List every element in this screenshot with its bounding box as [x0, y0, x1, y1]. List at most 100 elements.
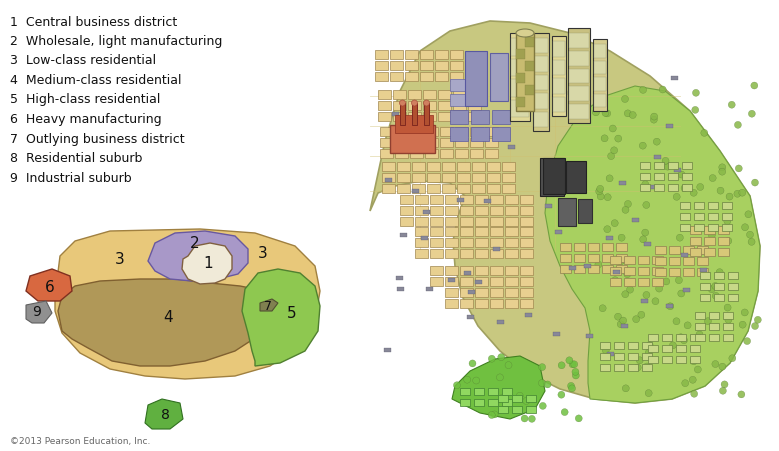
Bar: [594, 61, 606, 75]
Text: 4  Medium-class residential: 4 Medium-class residential: [10, 74, 182, 87]
Circle shape: [624, 110, 631, 118]
Bar: [616, 265, 627, 273]
Bar: [594, 78, 606, 91]
Ellipse shape: [516, 30, 534, 38]
Bar: [690, 238, 701, 245]
Circle shape: [491, 411, 498, 418]
Bar: [469, 87, 476, 92]
Bar: [588, 254, 599, 262]
Circle shape: [696, 184, 703, 191]
Bar: [470, 150, 483, 159]
Bar: [460, 227, 473, 236]
Polygon shape: [260, 299, 278, 311]
Circle shape: [678, 172, 685, 179]
Bar: [430, 217, 443, 226]
Circle shape: [618, 235, 625, 242]
Bar: [471, 128, 489, 142]
Bar: [380, 128, 393, 137]
Bar: [475, 299, 488, 308]
Circle shape: [558, 362, 565, 369]
Bar: [505, 207, 518, 216]
Bar: [393, 113, 406, 122]
Bar: [468, 113, 481, 122]
Bar: [520, 207, 533, 216]
Circle shape: [650, 117, 657, 124]
Circle shape: [608, 153, 615, 160]
Circle shape: [745, 212, 752, 218]
Bar: [405, 73, 418, 82]
Circle shape: [662, 158, 669, 165]
Text: 8  Residential suburb: 8 Residential suburb: [10, 152, 143, 165]
Bar: [412, 163, 425, 172]
Bar: [624, 267, 635, 276]
Circle shape: [622, 385, 629, 392]
Bar: [438, 102, 451, 111]
Circle shape: [612, 220, 619, 227]
Bar: [415, 196, 428, 205]
Bar: [408, 91, 421, 100]
Bar: [464, 272, 471, 276]
Circle shape: [626, 286, 633, 294]
Bar: [456, 198, 464, 202]
Text: ©2013 Pearson Education, Inc.: ©2013 Pearson Education, Inc.: [10, 436, 150, 445]
Bar: [638, 267, 649, 276]
Bar: [460, 249, 473, 258]
Bar: [408, 102, 421, 111]
Circle shape: [678, 290, 685, 297]
Bar: [475, 267, 488, 276]
Circle shape: [633, 316, 640, 323]
Circle shape: [667, 303, 674, 310]
Bar: [534, 94, 548, 109]
Polygon shape: [545, 87, 760, 403]
Bar: [472, 174, 485, 183]
Bar: [654, 174, 664, 180]
Bar: [453, 91, 466, 100]
Bar: [534, 57, 548, 73]
Bar: [700, 283, 710, 290]
Circle shape: [684, 322, 691, 329]
Circle shape: [694, 366, 701, 373]
Bar: [704, 226, 715, 235]
Bar: [574, 244, 585, 252]
Bar: [490, 196, 503, 205]
Bar: [469, 95, 485, 107]
Bar: [487, 184, 500, 193]
Bar: [445, 277, 458, 286]
Circle shape: [544, 381, 551, 388]
Circle shape: [708, 286, 715, 293]
Bar: [412, 104, 417, 126]
Bar: [390, 62, 403, 71]
Bar: [714, 283, 724, 290]
Bar: [405, 62, 418, 71]
Bar: [401, 135, 408, 139]
Bar: [690, 345, 700, 352]
Bar: [450, 111, 468, 125]
Bar: [445, 239, 458, 248]
Bar: [662, 356, 672, 363]
Bar: [485, 128, 498, 137]
Bar: [408, 113, 421, 122]
Bar: [490, 299, 503, 308]
Bar: [519, 83, 526, 87]
Bar: [616, 244, 627, 252]
Circle shape: [690, 190, 697, 197]
Bar: [468, 91, 481, 100]
Circle shape: [643, 363, 650, 370]
Circle shape: [538, 380, 545, 387]
Bar: [545, 204, 552, 208]
Bar: [490, 217, 503, 226]
Circle shape: [724, 304, 731, 311]
Bar: [560, 254, 571, 262]
Bar: [450, 128, 468, 142]
Bar: [467, 290, 474, 295]
Bar: [638, 257, 649, 264]
Bar: [668, 184, 678, 192]
Bar: [457, 174, 470, 183]
Circle shape: [681, 337, 688, 344]
Circle shape: [744, 338, 751, 345]
Bar: [600, 353, 610, 360]
Bar: [510, 34, 530, 122]
Circle shape: [642, 230, 649, 237]
Bar: [400, 196, 413, 205]
Bar: [690, 356, 700, 363]
